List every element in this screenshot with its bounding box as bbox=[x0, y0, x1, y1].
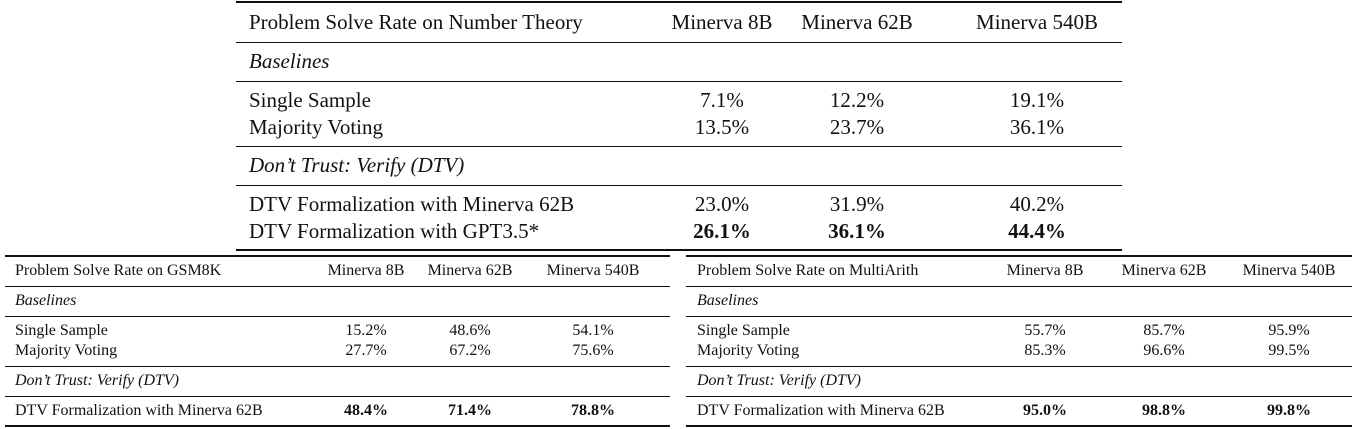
row-label: Majority Voting bbox=[697, 342, 800, 359]
row-label: Single Sample bbox=[697, 322, 790, 339]
section-title: Baselines bbox=[15, 292, 77, 309]
rule bbox=[236, 81, 1122, 82]
rule bbox=[236, 42, 1122, 43]
cell-value: 36.1% bbox=[828, 218, 886, 243]
cell-value: 71.4% bbox=[448, 402, 492, 419]
cell-value: 48.6% bbox=[449, 322, 491, 339]
rule bbox=[5, 396, 670, 397]
row-label: DTV Formalization with GPT3.5* bbox=[249, 218, 540, 243]
header-cell: Minerva 62B bbox=[1121, 262, 1207, 279]
cell-value: 55.7% bbox=[1024, 322, 1066, 339]
cell-value: 40.2% bbox=[1009, 192, 1065, 216]
row-label: DTV Formalization with Minerva 62B bbox=[249, 192, 575, 216]
header-cell: Minerva 62B bbox=[801, 10, 913, 34]
rule bbox=[236, 249, 1122, 251]
section-title: Baselines bbox=[697, 292, 759, 309]
rule bbox=[5, 425, 670, 427]
section-title: Don’t Trust: Verify (DTV) bbox=[15, 372, 179, 389]
section-title: Baselines bbox=[249, 49, 330, 73]
cell-value: 36.1% bbox=[1009, 114, 1065, 139]
rule bbox=[686, 396, 1352, 397]
rule bbox=[236, 185, 1122, 186]
header-cell: Minerva 8B bbox=[671, 10, 773, 34]
rule bbox=[686, 255, 1352, 257]
cell-value: 48.4% bbox=[344, 402, 388, 419]
header-cell: Problem Solve Rate on Number Theory bbox=[249, 10, 583, 34]
cell-value: 78.8% bbox=[571, 402, 615, 419]
cell-value: 99.8% bbox=[1267, 402, 1311, 419]
rule bbox=[686, 316, 1352, 317]
header-cell: Minerva 8B bbox=[327, 262, 405, 279]
cell-value: 85.7% bbox=[1143, 322, 1185, 339]
rule bbox=[236, 1, 1122, 3]
cell-value: 19.1% bbox=[1009, 88, 1065, 112]
cell-value: 12.2% bbox=[829, 88, 885, 112]
cell-value: 67.2% bbox=[449, 342, 491, 359]
cell-value: 95.0% bbox=[1023, 402, 1067, 419]
rule bbox=[5, 316, 670, 317]
rule bbox=[686, 425, 1352, 427]
header-cell: Minerva 540B bbox=[546, 262, 640, 279]
rule bbox=[686, 366, 1352, 367]
row-label: Single Sample bbox=[249, 88, 371, 112]
cell-value: 99.5% bbox=[1268, 342, 1310, 359]
cell-value: 26.1% bbox=[693, 218, 751, 243]
row-label: Majority Voting bbox=[15, 342, 118, 359]
cell-value: 95.9% bbox=[1268, 322, 1310, 339]
row-label: DTV Formalization with Minerva 62B bbox=[697, 402, 945, 419]
cell-value: 13.5% bbox=[694, 114, 750, 139]
cell-value: 23.7% bbox=[829, 114, 885, 139]
cell-value: 31.9% bbox=[829, 192, 885, 216]
header-cell: Minerva 540B bbox=[1242, 262, 1336, 279]
rule bbox=[686, 286, 1352, 287]
header-cell: Minerva 540B bbox=[976, 10, 1098, 34]
header-cell: Problem Solve Rate on MultiArith bbox=[697, 262, 919, 279]
cell-value: 15.2% bbox=[345, 322, 387, 339]
section-title: Don’t Trust: Verify (DTV) bbox=[697, 372, 861, 389]
section-title: Don’t Trust: Verify (DTV) bbox=[249, 153, 465, 177]
header-cell: Problem Solve Rate on GSM8K bbox=[15, 262, 222, 279]
row-label: Majority Voting bbox=[249, 114, 383, 139]
rule bbox=[5, 255, 670, 257]
header-cell: Minerva 8B bbox=[1006, 262, 1084, 279]
cell-value: 96.6% bbox=[1143, 342, 1185, 359]
cell-value: 85.3% bbox=[1024, 342, 1066, 359]
header-cell: Minerva 62B bbox=[427, 262, 513, 279]
cell-value: 44.4% bbox=[1008, 218, 1066, 243]
cell-value: 98.8% bbox=[1142, 402, 1186, 419]
cell-value: 23.0% bbox=[694, 192, 750, 216]
cell-value: 27.7% bbox=[345, 342, 387, 359]
cell-value: 75.6% bbox=[572, 342, 614, 359]
row-label: DTV Formalization with Minerva 62B bbox=[15, 402, 263, 419]
rule bbox=[5, 366, 670, 367]
cell-value: 7.1% bbox=[700, 88, 744, 112]
cell-value: 54.1% bbox=[572, 322, 614, 339]
rule bbox=[5, 286, 670, 287]
rule bbox=[236, 146, 1122, 147]
row-label: Single Sample bbox=[15, 322, 108, 339]
